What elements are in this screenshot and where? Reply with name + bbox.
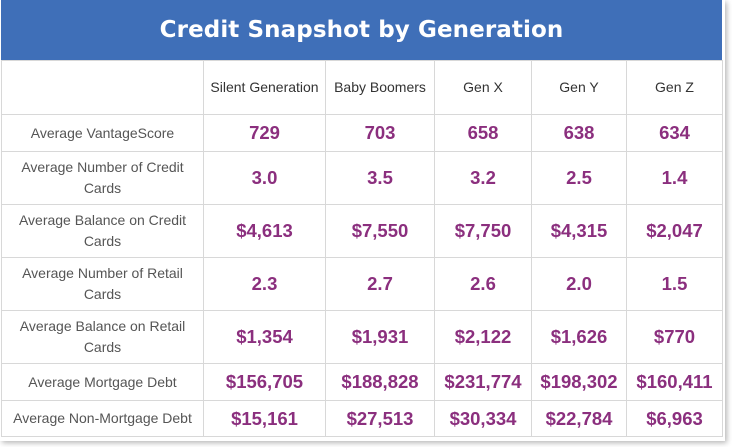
- table-cell: $4,613: [203, 204, 326, 258]
- table-cell: 729: [203, 114, 326, 152]
- table-cell: $156,705: [203, 363, 326, 401]
- table-cell: $770: [626, 310, 723, 364]
- table-cell: $2,122: [434, 310, 532, 364]
- row-label: Average Balance on Retail Cards: [1, 310, 204, 364]
- table-cell: $7,550: [325, 204, 435, 258]
- table-cell: 3.2: [434, 151, 532, 205]
- table-cell: 3.0: [203, 151, 326, 205]
- table-cell: $6,963: [626, 400, 723, 437]
- table-cell: $27,513: [325, 400, 435, 437]
- table-cell: 1.4: [626, 151, 723, 205]
- row-label: Average VantageScore: [1, 114, 204, 152]
- table-row: Average Number of Credit Cards 3.0 3.5 3…: [1, 151, 723, 205]
- credit-snapshot-table: Silent Generation Baby Boomers Gen X Gen…: [1, 60, 723, 437]
- table-cell: 634: [626, 114, 723, 152]
- table-cell: $1,626: [531, 310, 627, 364]
- corner-cell: [1, 60, 204, 115]
- column-header-gen-x: Gen X: [434, 60, 532, 115]
- table-cell: 2.6: [434, 257, 532, 311]
- table-cell: 2.5: [531, 151, 627, 205]
- row-label: Average Mortgage Debt: [1, 363, 204, 401]
- table-cell: 1.5: [626, 257, 723, 311]
- table-row: Average Non-Mortgage Debt $15,161 $27,51…: [1, 400, 723, 437]
- table-cell: $1,931: [325, 310, 435, 364]
- row-label: Average Number of Retail Cards: [1, 257, 204, 311]
- table-row: Average VantageScore 729 703 658 638 634: [1, 114, 723, 152]
- table-cell: $7,750: [434, 204, 532, 258]
- table-cell: 703: [325, 114, 435, 152]
- row-label: Average Balance on Credit Cards: [1, 204, 204, 258]
- table-cell: $4,315: [531, 204, 627, 258]
- table-cell: $30,334: [434, 400, 532, 437]
- column-header-gen-y: Gen Y: [531, 60, 627, 115]
- column-header-silent-generation: Silent Generation: [203, 60, 326, 115]
- table-cell: 638: [531, 114, 627, 152]
- table-cell: $15,161: [203, 400, 326, 437]
- credit-snapshot-card: Credit Snapshot by Generation Silent Gen…: [1, 0, 723, 437]
- table-row: Average Balance on Retail Cards $1,354 $…: [1, 310, 723, 364]
- table-row: Average Mortgage Debt $156,705 $188,828 …: [1, 363, 723, 401]
- table-cell: 2.3: [203, 257, 326, 311]
- header-row: Silent Generation Baby Boomers Gen X Gen…: [1, 60, 723, 115]
- column-header-baby-boomers: Baby Boomers: [325, 60, 435, 115]
- table-cell: $1,354: [203, 310, 326, 364]
- table-title: Credit Snapshot by Generation: [1, 0, 722, 60]
- table-cell: 3.5: [325, 151, 435, 205]
- table-cell: $231,774: [434, 363, 532, 401]
- table-cell: $2,047: [626, 204, 723, 258]
- table-cell: 2.0: [531, 257, 627, 311]
- table-cell: 2.7: [325, 257, 435, 311]
- column-header-gen-z: Gen Z: [626, 60, 723, 115]
- table-row: Average Balance on Credit Cards $4,613 $…: [1, 204, 723, 258]
- table-cell: $22,784: [531, 400, 627, 437]
- table-cell: 658: [434, 114, 532, 152]
- table-cell: $160,411: [626, 363, 723, 401]
- table-cell: $198,302: [531, 363, 627, 401]
- table-cell: $188,828: [325, 363, 435, 401]
- row-label: Average Non-Mortgage Debt: [1, 400, 204, 437]
- table-row: Average Number of Retail Cards 2.3 2.7 2…: [1, 257, 723, 311]
- row-label: Average Number of Credit Cards: [1, 151, 204, 205]
